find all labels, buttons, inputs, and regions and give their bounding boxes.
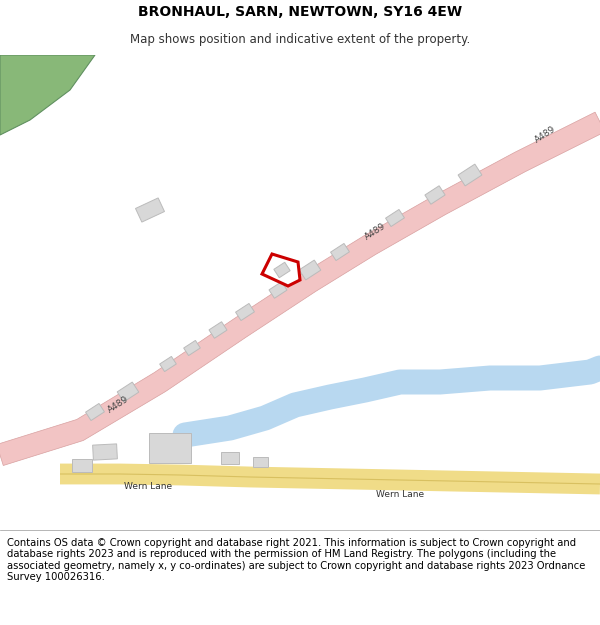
Polygon shape xyxy=(425,186,445,204)
Polygon shape xyxy=(236,304,254,321)
Polygon shape xyxy=(331,244,349,261)
Text: A489: A489 xyxy=(106,395,130,415)
Polygon shape xyxy=(253,457,268,467)
Polygon shape xyxy=(160,356,176,372)
Text: Wern Lane: Wern Lane xyxy=(124,482,172,491)
Polygon shape xyxy=(221,452,239,464)
Text: BRONHAUL, SARN, NEWTOWN, SY16 4EW: BRONHAUL, SARN, NEWTOWN, SY16 4EW xyxy=(138,5,462,19)
Polygon shape xyxy=(262,254,300,286)
Polygon shape xyxy=(386,209,404,226)
Polygon shape xyxy=(0,55,95,135)
Polygon shape xyxy=(299,260,321,280)
Polygon shape xyxy=(209,322,227,338)
Text: Map shows position and indicative extent of the property.: Map shows position and indicative extent… xyxy=(130,33,470,46)
Polygon shape xyxy=(136,198,164,222)
Polygon shape xyxy=(86,404,104,421)
Text: Contains OS data © Crown copyright and database right 2021. This information is : Contains OS data © Crown copyright and d… xyxy=(7,538,586,582)
Polygon shape xyxy=(184,341,200,356)
Text: Wern Lane: Wern Lane xyxy=(376,490,424,499)
Polygon shape xyxy=(458,164,482,186)
Polygon shape xyxy=(149,433,191,463)
Polygon shape xyxy=(72,459,92,471)
Polygon shape xyxy=(117,382,139,402)
Polygon shape xyxy=(269,282,287,298)
Polygon shape xyxy=(274,262,290,278)
Text: A489: A489 xyxy=(363,222,387,242)
Text: A489: A489 xyxy=(533,125,557,145)
Polygon shape xyxy=(0,112,600,466)
Polygon shape xyxy=(92,444,118,460)
